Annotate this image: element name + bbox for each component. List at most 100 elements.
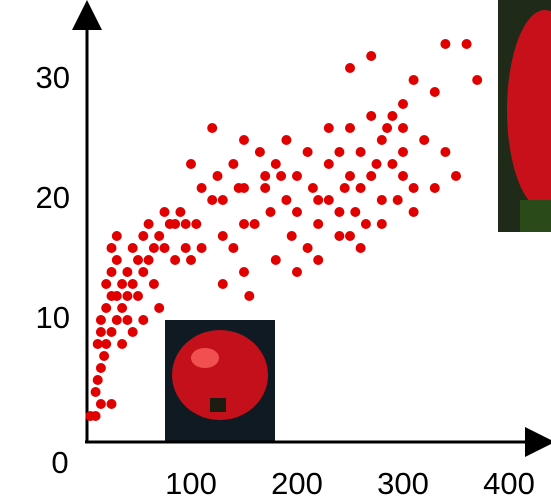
scatter-point [122,267,132,277]
scatter-point [107,267,117,277]
scatter-point [250,219,260,229]
scatter-point [107,243,117,253]
scatter-point [154,231,164,241]
scatter-point [138,231,148,241]
scatter-point [154,303,164,313]
scatter-point [133,291,143,301]
scatter-point [345,231,355,241]
scatter-point [409,183,419,193]
scatter-point [334,207,344,217]
scatter-point [96,327,106,337]
scatter-point [128,327,138,337]
scatter-point [228,159,238,169]
scatter-point [234,183,244,193]
scatter-point [218,231,228,241]
scatter-point [356,147,366,157]
photo-large [498,0,551,232]
y-tick-label: 30 [36,60,70,95]
scatter-point [213,171,223,181]
scatter-point [112,231,122,241]
scatter-point [377,219,387,229]
scatter-point [138,315,148,325]
scatter-point [308,183,318,193]
scatter-point [112,315,122,325]
scatter-point [451,171,461,181]
scatter-point [186,255,196,265]
scatter-point [239,219,249,229]
scatter-point [239,135,249,145]
scatter-point [112,291,122,301]
scatter-point [361,219,371,229]
scatter-point [218,195,228,205]
scatter-point [160,207,170,217]
scatter-point [122,291,132,301]
scatter-point [197,243,207,253]
chart: 0100200300400102030 [0,0,551,502]
scatter-point [117,339,127,349]
scatter-point [324,159,334,169]
scatter-point [207,195,217,205]
scatter-point [128,279,138,289]
scatter-point [101,339,111,349]
scatter-point [345,123,355,133]
scatter-point [271,255,281,265]
scatter-point [324,123,334,133]
scatter-point [138,267,148,277]
scatter-point [144,219,154,229]
scatter-point [382,123,392,133]
scatter-point [133,255,143,265]
scatter-point [239,267,249,277]
scatter-point [419,135,429,145]
scatter-point [334,231,344,241]
scatter-point [281,195,291,205]
scatter-point [303,147,313,157]
scatter-point [96,315,106,325]
scatter-point [377,135,387,145]
scatter-point [430,183,440,193]
scatter-point [366,51,376,61]
scatter-point [430,87,440,97]
scatter-point [149,279,159,289]
scatter-point [398,147,408,157]
y-tick-label: 20 [36,180,70,215]
scatter-point [409,75,419,85]
x-tick-label: 0 [51,445,68,480]
scatter-point [93,375,103,385]
x-tick-label: 400 [483,466,535,501]
scatter-point [107,399,117,409]
scatter-point [398,171,408,181]
scatter-point [287,231,297,241]
scatter-point [107,327,117,337]
scatter-point [372,159,382,169]
scatter-point [303,243,313,253]
scatter-point [96,363,106,373]
scatter-point [292,171,302,181]
scatter-point [356,243,366,253]
scatter-point [313,195,323,205]
scatter-point [366,171,376,181]
scatter-point [170,255,180,265]
scatter-point [181,219,191,229]
page: {"chart_data": {"type": "scatter", "xlim… [0,0,551,502]
scatter-point [281,135,291,145]
scatter-point [393,195,403,205]
scatter-point [197,183,207,193]
scatter-point [260,183,270,193]
scatter-point [244,291,254,301]
scatter-point [144,255,154,265]
scatter-point [440,147,450,157]
scatter-point [149,243,159,253]
scatter-point [398,99,408,109]
scatter-point [345,63,355,73]
scatter-point [271,159,281,169]
scatter-point [117,303,127,313]
scatter-point [387,159,397,169]
scatter-point [340,183,350,193]
scatter-point [122,315,132,325]
scatter-point [440,39,450,49]
scatter-point [160,243,170,253]
x-tick-label: 100 [165,466,217,501]
scatter-point [170,219,180,229]
scatter-point [99,351,109,361]
scatter-point [266,207,276,217]
